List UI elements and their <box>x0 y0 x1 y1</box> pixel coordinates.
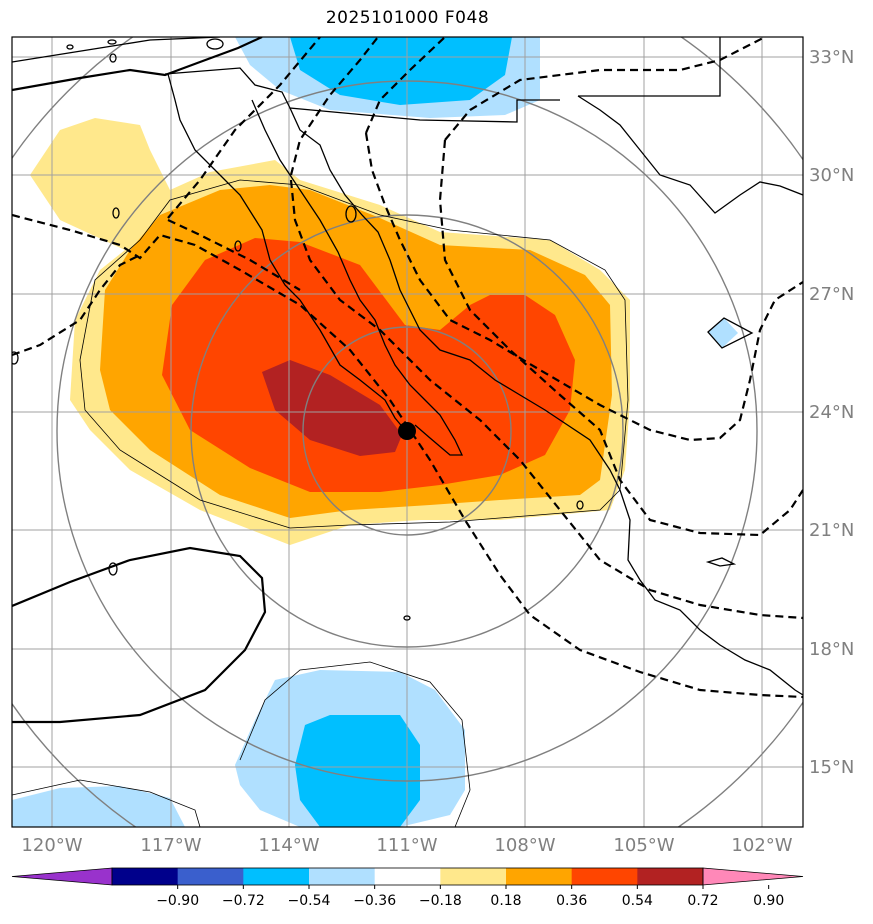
storm-center-marker <box>398 422 416 440</box>
lat-tick-label: 18°N <box>809 639 854 660</box>
colorbar-tick-label: −0.54 <box>288 893 331 909</box>
lon-tick-label: 117°W <box>140 835 201 856</box>
baja-east-coast <box>251 99 464 456</box>
dashed-contours <box>12 37 803 699</box>
gridlines <box>12 37 803 827</box>
lon-tick-label: 111°W <box>376 835 437 856</box>
colorbar-segment <box>112 868 179 885</box>
thin-contours <box>12 179 629 827</box>
lat-axis-labels: 33°N 30°N 27°N 24°N 21°N 18°N 15°N <box>809 47 854 778</box>
colorbar-tick-label: 0.54 <box>622 893 653 909</box>
lon-tick-label: 105°W <box>613 835 674 856</box>
colorbar: −0.90 −0.72 −0.54 −0.36 −0.18 0.18 0.36 0.54 0.7… <box>11 867 804 909</box>
negative-anomaly-southwest <box>12 786 185 827</box>
colorbar-extend-low <box>11 867 113 886</box>
lat-tick-label: 21°N <box>809 520 854 541</box>
lat-tick-label: 27°N <box>809 284 854 305</box>
colorbar-segment <box>571 868 638 885</box>
colorbar-tick-label: −0.36 <box>353 893 396 909</box>
baja-west-coast <box>167 73 406 431</box>
positive-anomaly-darkred <box>262 360 402 456</box>
colorbar-tick-label: −0.18 <box>419 893 462 909</box>
colorbar-tick-label: 0.36 <box>556 893 587 909</box>
colorbar-segment <box>177 868 244 885</box>
lon-tick-label: 102°W <box>731 835 792 856</box>
range-ring-3 <box>56 80 758 782</box>
lat-tick-label: 30°N <box>809 165 854 186</box>
lat-tick-label: 24°N <box>809 402 854 423</box>
colorbar-segment <box>506 868 573 885</box>
negative-anomaly-deep-south <box>295 715 420 827</box>
colorbar-segment <box>374 868 441 885</box>
negative-anomaly-deep-north <box>290 37 512 105</box>
colorbar-tick-label: 0.18 <box>490 893 521 909</box>
range-ring-2 <box>190 214 624 648</box>
shading-layer <box>12 37 738 827</box>
lat-tick-label: 33°N <box>809 47 854 68</box>
positive-anomaly-redorange <box>162 238 575 492</box>
map-title: 2025101000 F048 <box>325 8 490 28</box>
colorbar-segment <box>637 868 704 885</box>
range-ring-1 <box>302 326 512 536</box>
mainland-coast <box>289 107 803 696</box>
lon-axis-labels: 120°W 117°W 114°W 111°W 108°W 105°W 102°… <box>21 835 792 856</box>
lon-tick-label: 108°W <box>494 835 555 856</box>
lon-tick-label: 120°W <box>21 835 82 856</box>
coastlines <box>12 37 803 696</box>
colorbar-segment <box>243 868 310 885</box>
solid-contours <box>12 37 267 724</box>
lon-tick-label: 114°W <box>258 835 319 856</box>
colorbar-tick-label: −0.72 <box>222 893 265 909</box>
plot-border <box>11 36 804 828</box>
colorbar-frame <box>111 867 704 886</box>
colorbar-tick-label: 0.90 <box>753 893 784 909</box>
colorbar-tick-label: −0.90 <box>156 893 199 909</box>
colorbar-segment <box>309 868 376 885</box>
colorbar-extend-high <box>702 867 804 886</box>
lat-tick-label: 15°N <box>809 757 854 778</box>
colorbar-tick-label: 0.72 <box>687 893 718 909</box>
colorbar-segment <box>440 868 507 885</box>
